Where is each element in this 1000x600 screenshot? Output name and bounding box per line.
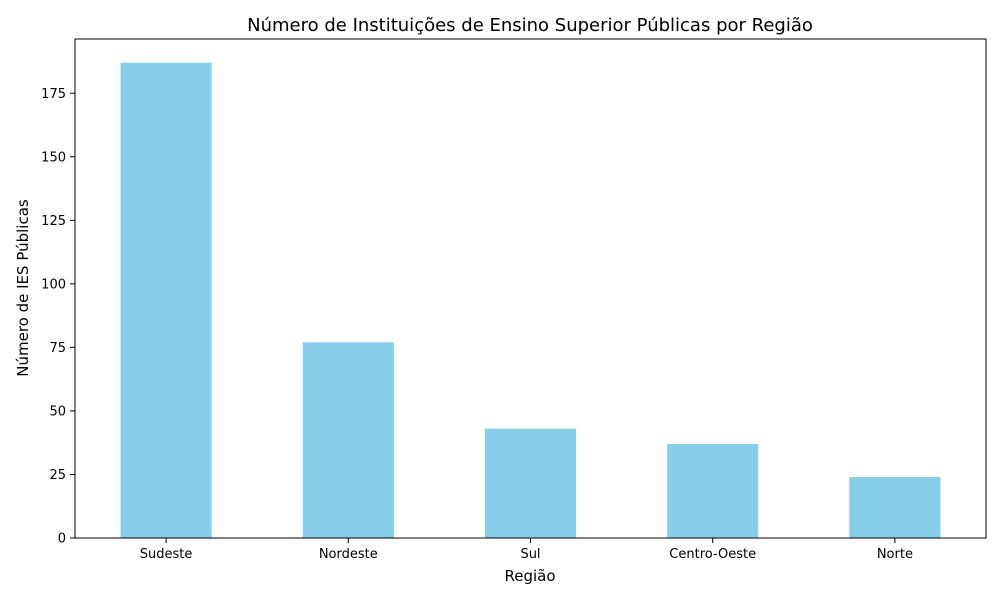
x-tick-label: Norte xyxy=(877,547,913,562)
x-tick-label: Centro-Oeste xyxy=(669,547,756,562)
y-tick-label: 175 xyxy=(41,87,66,102)
bar-3 xyxy=(667,443,759,538)
bar-1 xyxy=(302,342,394,538)
y-tick-label: 25 xyxy=(49,468,66,483)
y-tick-label: 125 xyxy=(41,214,66,229)
y-axis-label: Número de IES Públicas xyxy=(14,199,32,377)
y-tick-label: 0 xyxy=(58,532,66,547)
x-axis-label: Região xyxy=(504,567,555,585)
y-tick-label: 50 xyxy=(49,404,66,419)
bar-4 xyxy=(849,477,941,538)
x-tick-label: Nordeste xyxy=(319,547,378,562)
y-tick-label: 100 xyxy=(41,277,66,292)
bars-group xyxy=(120,62,941,539)
bar-0 xyxy=(120,62,212,539)
chart-title: Número de Instituições de Ensino Superio… xyxy=(247,15,813,36)
bar-2 xyxy=(484,428,577,538)
y-axis: 0 25 50 75 100 125 150 175 xyxy=(41,87,75,547)
x-tick-label: Sudeste xyxy=(140,547,193,562)
x-tick-label: Sul xyxy=(520,547,540,562)
y-tick-label: 75 xyxy=(49,341,66,356)
x-axis: Sudeste Nordeste Sul Centro-Oeste Norte xyxy=(140,538,913,562)
y-tick-label: 150 xyxy=(41,150,66,165)
